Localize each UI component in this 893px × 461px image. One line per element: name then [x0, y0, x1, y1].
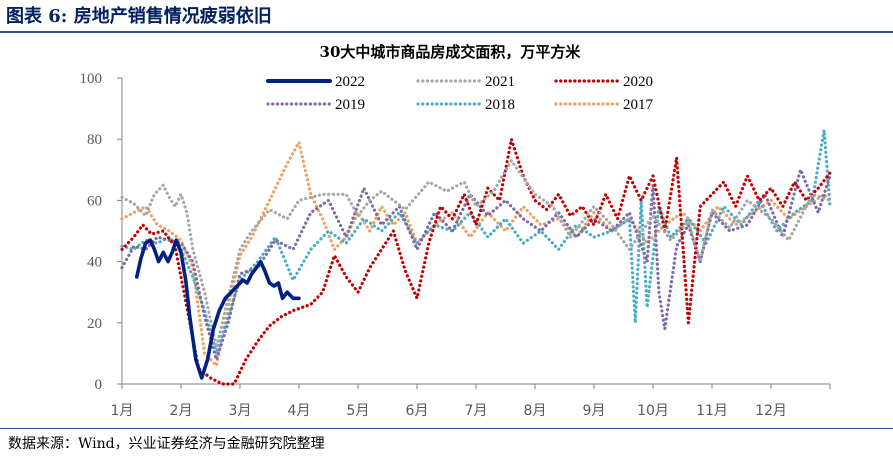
x-tick-label: 9月 [583, 403, 606, 419]
legend: 2022 2021 2020 2019 2018 2017 [266, 74, 654, 113]
series-line-2022 [135, 238, 301, 380]
y-tick-label: 80 [87, 132, 102, 148]
bottom-divider [0, 428, 893, 429]
series-line-2017 [120, 140, 832, 368]
chart: 30大中城市商品房成交面积，万平方米 0 20 40 60 80 100 1月 2月 3月 4月 5… [80, 43, 832, 419]
legend-item-2022: 2022 [266, 74, 365, 90]
x-tick-label: 3月 [229, 403, 252, 419]
legend-label: 2022 [335, 74, 365, 90]
series-layer [120, 128, 832, 386]
y-tick-label: 20 [87, 316, 102, 332]
x-tick-label: 4月 [288, 403, 311, 419]
x-tick-label: 2月 [170, 403, 193, 419]
figure-title-text: 房地产销售情况疲弱依旧 [73, 6, 272, 27]
series-line-2018 [120, 128, 832, 355]
legend-label: 2017 [623, 97, 654, 113]
legend-item-2019: 2019 [266, 97, 365, 113]
legend-item-2017: 2017 [554, 97, 654, 113]
y-tick-label: 40 [87, 255, 102, 271]
legend-item-2018: 2018 [416, 97, 515, 113]
top-divider [0, 31, 893, 33]
chart-title: 30大中城市商品房成交面积，万平方米 [320, 43, 582, 61]
figure-label: 图表 6: [6, 6, 68, 27]
series-line-2019 [120, 168, 832, 362]
series-line-2020 [120, 137, 832, 386]
y-tick-label: 0 [95, 377, 103, 393]
x-tick-label: 7月 [465, 403, 488, 419]
x-tick-label: 6月 [406, 403, 429, 419]
legend-label: 2018 [485, 97, 515, 113]
legend-label: 2021 [485, 74, 515, 90]
x-tick-label: 12月 [755, 403, 787, 419]
x-tick-label: 8月 [524, 403, 547, 419]
x-tick-label: 10月 [637, 403, 669, 419]
source-note: 数据来源：Wind，兴业证券经济与金融研究院整理 [8, 436, 325, 452]
y-tick-label: 60 [87, 193, 102, 209]
series-line-2021 [120, 159, 832, 349]
x-tick-label: 1月 [111, 403, 134, 419]
axes: 0 20 40 60 80 100 1月 2月 3月 4月 5月 6月 7月 8月 9月 10月 11月 12月 [80, 71, 831, 419]
legend-label: 2019 [335, 97, 365, 113]
legend-item-2021: 2021 [416, 74, 515, 90]
x-tick-label: 5月 [347, 403, 370, 419]
figure-title: 图表 6: 房地产销售情况疲弱依旧 [6, 2, 272, 28]
legend-item-2020: 2020 [554, 74, 653, 90]
y-tick-label: 100 [80, 71, 103, 87]
legend-label: 2020 [623, 74, 653, 90]
x-tick-label: 11月 [696, 403, 728, 419]
